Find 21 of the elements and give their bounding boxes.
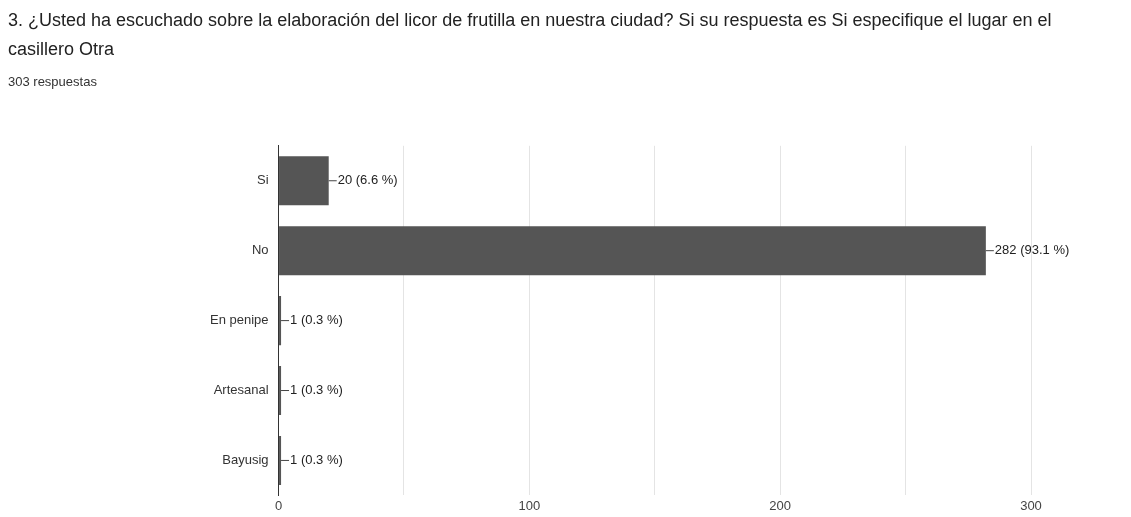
bar (279, 365, 282, 416)
y-tick-label: No (251, 242, 269, 258)
data-label: 1 (0.3 %) (290, 452, 343, 468)
x-tick-label: 200 (769, 497, 792, 513)
y-tick-label: Bayusig (222, 452, 269, 468)
x-tick-label: 300 (1020, 497, 1042, 513)
y-tick-label: Artesanal (213, 382, 269, 398)
chart-title: 3. ¿Usted ha escuchado sobre la elaboración del licor de frutilla en nuestra ciudad? Si su respuesta es Si especifique el lugar en el casillero Otra (8, 9, 1053, 61)
x-tick-label: 100 (518, 497, 541, 513)
bar (279, 156, 329, 206)
data-label: 20 (6.6 %) (337, 172, 398, 188)
bar (279, 226, 986, 276)
bar (279, 435, 282, 485)
bar (279, 296, 282, 346)
data-label: 1 (0.3 %) (290, 382, 343, 398)
y-tick-label: En penipe (209, 312, 269, 328)
text: 303 respuestas (8, 74, 97, 89)
data-label: 282 (93.1 %) (994, 242, 1070, 258)
x-tick-label: 0 (274, 497, 283, 513)
y-tick-label: Si (256, 172, 269, 188)
data-label: 1 (0.3 %) (290, 312, 343, 328)
